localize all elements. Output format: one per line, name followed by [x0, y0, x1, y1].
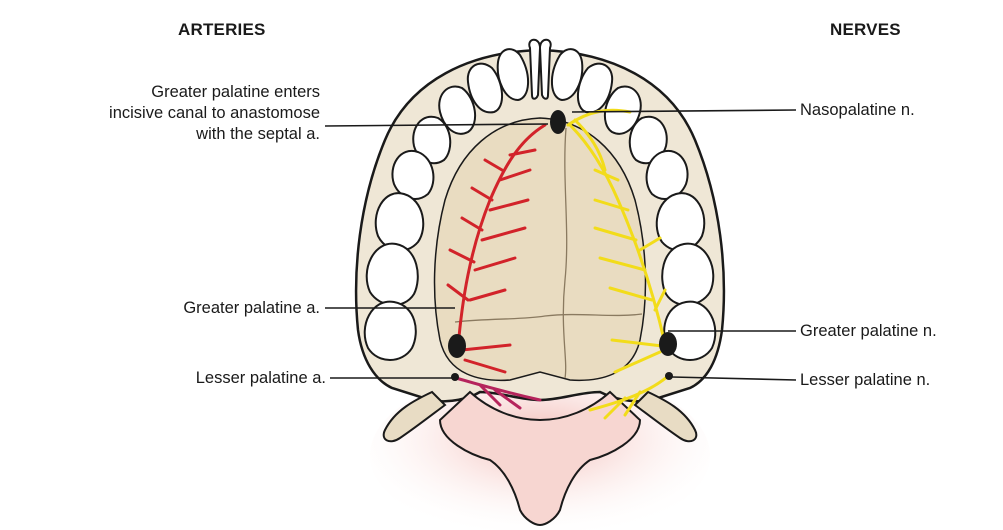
- lesser-palatine-artery: [454, 376, 542, 410]
- leader-lesser-palatine-n: [671, 376, 797, 381]
- label-line-1: Greater palatine enters: [151, 83, 320, 101]
- right-teeth: [551, 48, 717, 361]
- left-pterygoid: [382, 390, 447, 443]
- label-line-2: incisive canal to anastomose: [109, 104, 320, 122]
- soft-palate: [438, 390, 642, 527]
- midline-suture: [562, 127, 568, 379]
- greater-palatine-artery: [446, 123, 547, 374]
- greater-palatine-a-label: Greater palatine a.: [183, 299, 320, 317]
- incisive-foramen: [550, 110, 566, 134]
- right-lesser-palatine-foramen: [665, 372, 673, 380]
- leader-nasopalatine: [571, 109, 797, 113]
- greater-palatine-n-label: Greater palatine n.: [800, 322, 937, 340]
- nasopalatine-n-label: Nasopalatine n.: [800, 101, 915, 119]
- transverse-suture: [454, 313, 643, 323]
- lesser-palatine-n-label: Lesser palatine n.: [800, 371, 931, 389]
- right-pterygoid: [633, 390, 698, 443]
- left-lesser-palatine-foramen: [451, 373, 459, 381]
- label-line-3: with the septal a.: [196, 125, 320, 143]
- left-greater-palatine-foramen: [448, 334, 466, 358]
- arteries-heading: ARTERIES: [178, 20, 266, 39]
- lesser-palatine-a-label: Lesser palatine a.: [195, 369, 326, 387]
- lesser-palatine-nerve: [588, 374, 670, 420]
- leader-incisive: [324, 123, 549, 127]
- central-incisors: [528, 38, 552, 100]
- nerves-heading: NERVES: [830, 20, 901, 39]
- right-greater-palatine-foramen: [659, 332, 677, 356]
- greater-palatine-incisive-label: Greater palatine enters incisive canal t…: [109, 82, 320, 145]
- left-teeth: [363, 48, 529, 361]
